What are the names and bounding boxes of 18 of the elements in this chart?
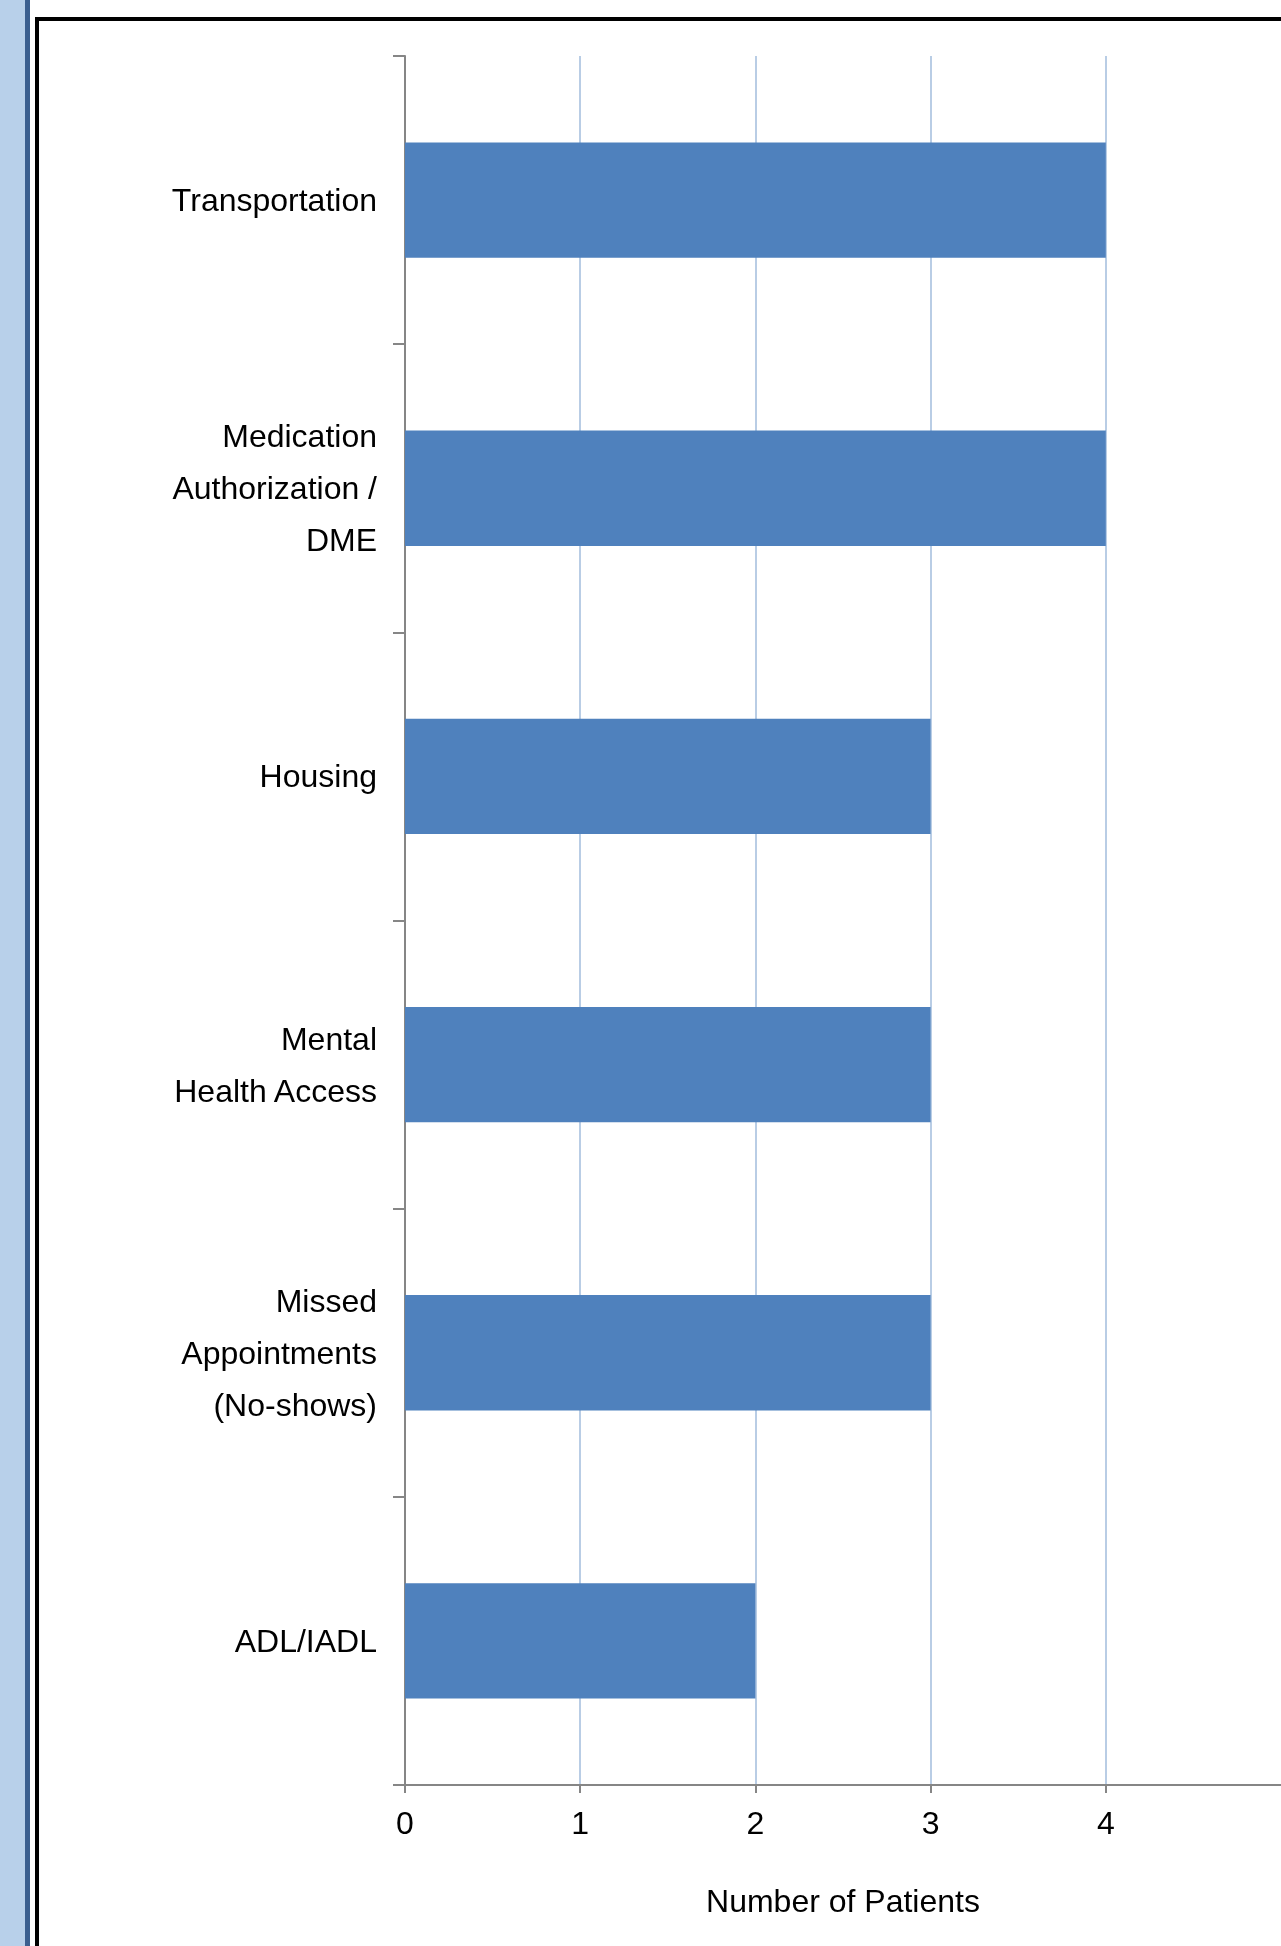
x-tick-label: 0 [396,1805,414,1841]
y-tick-label: ADL/IADL [234,1622,377,1659]
y-tick-label: Housing [259,758,377,795]
y-tick-label: Missed Appointments (No-shows) [181,1282,377,1423]
bar [405,1295,931,1411]
bar [405,142,1106,258]
bar [405,430,1106,546]
bar [405,1583,756,1699]
x-tick-label: 4 [1096,1805,1115,1841]
bar [405,718,931,835]
y-tick-label: Medication Authorization / DME [172,418,378,559]
x-tick-label: 2 [746,1805,765,1841]
bar [405,1006,931,1123]
x-axis-title: Number of Patients [706,1883,980,1919]
x-tick-label: 1 [571,1805,590,1841]
x-tick-label: 3 [921,1805,940,1841]
y-tick-label: Mental Health Access [174,1020,377,1109]
y-tick-label: Transportation [171,182,377,219]
